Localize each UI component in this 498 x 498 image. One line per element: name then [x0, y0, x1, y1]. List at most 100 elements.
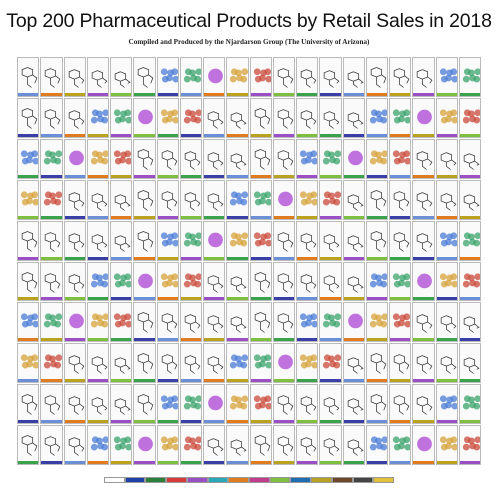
product-card	[63, 220, 86, 261]
product-card	[110, 302, 133, 343]
category-color-bar	[366, 461, 387, 464]
product-card	[179, 97, 202, 138]
product-card	[389, 425, 412, 465]
product-card	[435, 384, 458, 425]
product-card	[17, 57, 40, 97]
category-color-bar	[157, 461, 178, 464]
product-card	[17, 261, 40, 302]
molecule-structure-icon	[462, 231, 480, 247]
product-card	[389, 343, 412, 384]
product-card	[296, 97, 319, 138]
molecule-structure-icon	[393, 395, 410, 415]
category-color-bar	[204, 461, 225, 464]
molecule-structure-icon	[299, 150, 318, 165]
product-card	[133, 261, 156, 302]
molecule-structure-icon	[184, 151, 201, 170]
legend-swatch	[186, 477, 208, 483]
molecule-structure-icon	[253, 231, 271, 247]
product-card	[458, 138, 481, 179]
category-color-bar	[41, 133, 62, 137]
product-card	[17, 425, 40, 465]
molecule-structure-icon	[21, 394, 38, 415]
category-color-bar	[157, 420, 178, 424]
molecule-structure-icon	[21, 108, 38, 129]
molecule-structure-icon	[68, 69, 84, 88]
category-color-bar	[87, 133, 108, 137]
molecule-structure-icon	[230, 395, 248, 410]
molecule-structure-icon	[417, 191, 433, 211]
category-color-bar	[64, 92, 85, 96]
category-color-bar	[297, 92, 318, 96]
product-card	[389, 179, 412, 220]
product-card	[412, 343, 435, 384]
molecule-structure-icon	[417, 314, 433, 334]
molecule-structure-icon	[417, 273, 433, 288]
category-color-bar	[134, 297, 155, 301]
molecule-structure-icon	[370, 67, 387, 88]
category-color-bar	[343, 379, 364, 383]
molecule-structure-icon	[369, 150, 387, 165]
product-card	[412, 425, 435, 465]
category-color-bar	[180, 379, 201, 383]
product-card	[86, 57, 109, 97]
molecule-structure-icon	[300, 232, 317, 252]
category-color-bar	[390, 338, 411, 342]
category-color-bar	[390, 297, 411, 301]
product-card	[412, 97, 435, 138]
product-card	[365, 302, 388, 343]
category-color-bar	[227, 420, 248, 424]
product-grid	[17, 57, 481, 465]
product-card	[435, 425, 458, 465]
molecule-structure-icon	[439, 395, 457, 410]
category-color-bar	[134, 92, 155, 96]
product-card	[226, 97, 249, 138]
molecule-structure-icon	[463, 153, 480, 170]
category-color-bar	[204, 338, 225, 342]
product-card	[17, 179, 40, 220]
product-card	[342, 57, 365, 97]
category-color-bar	[436, 92, 457, 96]
legend-swatch	[290, 477, 312, 483]
product-card	[272, 425, 295, 465]
legend-swatch	[228, 477, 250, 483]
product-card	[458, 384, 481, 425]
molecule-structure-icon	[253, 191, 271, 206]
molecule-structure-icon	[45, 272, 61, 293]
product-card	[435, 57, 458, 97]
product-card	[17, 97, 40, 138]
product-card	[86, 343, 109, 384]
product-card	[226, 384, 249, 425]
category-color-bar	[459, 256, 480, 260]
molecule-structure-icon	[91, 70, 108, 88]
molecule-structure-icon	[462, 395, 480, 410]
molecule-structure-icon	[68, 191, 84, 211]
category-color-bar	[180, 174, 201, 178]
molecule-structure-icon	[68, 313, 84, 329]
product-card	[412, 220, 435, 261]
category-color-bar	[87, 338, 108, 342]
molecule-structure-icon	[138, 189, 154, 211]
category-color-bar	[41, 461, 62, 464]
molecule-structure-icon	[207, 152, 224, 170]
molecule-structure-icon	[300, 110, 317, 129]
category-color-bar	[41, 338, 62, 342]
molecule-structure-icon	[138, 312, 154, 334]
molecule-structure-icon	[68, 437, 84, 456]
product-card	[17, 220, 40, 261]
molecule-structure-icon	[160, 436, 178, 451]
product-card	[226, 57, 249, 97]
category-color-bar	[343, 297, 364, 301]
category-color-bar	[459, 461, 480, 464]
molecule-structure-icon	[347, 398, 364, 415]
molecule-structure-icon	[114, 71, 131, 88]
molecule-structure-icon	[393, 68, 410, 88]
molecule-structure-icon	[462, 109, 480, 124]
category-color-bar	[134, 338, 155, 342]
category-color-bar	[157, 379, 178, 383]
product-card	[365, 97, 388, 138]
product-card	[389, 302, 412, 343]
product-card	[296, 138, 319, 179]
category-color-bar	[273, 133, 294, 137]
category-color-bar	[320, 379, 341, 383]
product-card	[203, 425, 226, 465]
